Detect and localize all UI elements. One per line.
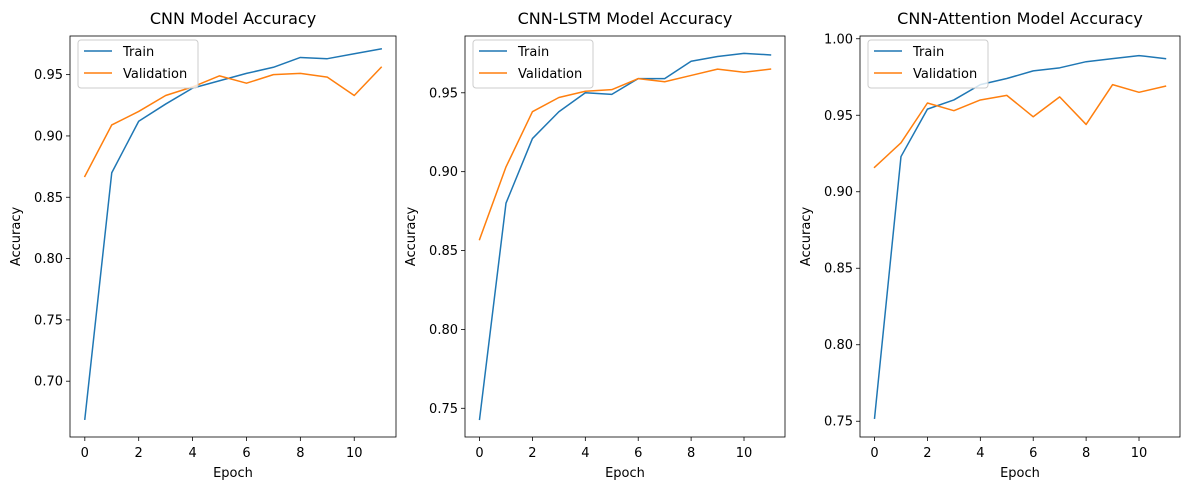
y-tick-label: 0.75 (34, 313, 63, 328)
x-tick-label: 0 (81, 446, 89, 461)
x-tick-label: 8 (687, 446, 695, 461)
y-tick-label: 0.95 (34, 68, 63, 83)
y-tick-label: 0.80 (34, 252, 63, 267)
legend-box (472, 39, 594, 89)
x-tick-label: 10 (1131, 446, 1148, 461)
y-tick-label: 0.90 (824, 185, 853, 200)
legend-label-validation: Validation (123, 67, 187, 82)
axes-frame (69, 35, 397, 438)
series-line-train (478, 52, 772, 421)
chart-title: CNN-Attention Model Accuracy (897, 9, 1143, 28)
y-tick-label: 0.90 (429, 165, 458, 180)
chart-title: CNN Model Accuracy (150, 9, 316, 28)
x-tick-label: 0 (475, 446, 483, 461)
y-tick-label: 0.80 (824, 338, 853, 353)
x-tick-label: 6 (1029, 446, 1037, 461)
legend-label-train: Train (517, 45, 549, 60)
y-axis-label: Accuracy (9, 207, 24, 267)
x-tick-label: 2 (528, 446, 536, 461)
series-line-validation (83, 66, 383, 178)
x-tick-label: 2 (923, 446, 931, 461)
x-tick-label: 10 (736, 446, 753, 461)
x-axis-label: Epoch (1000, 466, 1040, 481)
legend-box (77, 39, 199, 89)
y-tick-label: 0.80 (429, 323, 458, 338)
series-line-train (83, 48, 383, 421)
x-axis-label: Epoch (213, 466, 253, 481)
x-tick-label: 6 (634, 446, 642, 461)
x-tick-label: 8 (1082, 446, 1090, 461)
legend: Train Validation (472, 39, 594, 89)
x-axis-label: Epoch (605, 466, 645, 481)
chart-panel-3: 0 2 4 6 8 10 0.75 0.80 0.85 0.90 0.95 1.00 CNN-Atten… (799, 9, 1181, 481)
legend: Train Validation (77, 39, 199, 89)
x-tick-label: 4 (188, 446, 196, 461)
chart-panel-2: 0 2 4 6 8 10 0.75 0.80 0.85 0.90 0.95 CNN-LSTM Mode… (404, 9, 786, 481)
x-tick-label: 4 (581, 446, 589, 461)
y-tick-label: 0.85 (34, 191, 63, 206)
y-tick-label: 0.75 (429, 402, 458, 417)
legend-label-validation: Validation (518, 67, 582, 82)
series-line-train (873, 54, 1167, 420)
axes-frame (859, 35, 1181, 438)
legend-label-train: Train (912, 45, 944, 60)
legend-box (867, 39, 989, 89)
x-tick-label: 8 (296, 446, 304, 461)
axes-frame (464, 35, 786, 438)
series-line-validation (478, 68, 772, 241)
y-tick-label: 0.75 (824, 415, 853, 430)
x-tick-label: 6 (242, 446, 250, 461)
chart-panel-1: 0 2 4 6 8 10 0.70 0.75 0.80 0.85 0.90 0.95 CNN Model… (9, 9, 397, 481)
y-axis-label: Accuracy (404, 207, 419, 267)
y-tick-label: 0.95 (429, 86, 458, 101)
y-tick-label: 0.70 (34, 375, 63, 390)
x-tick-label: 10 (346, 446, 363, 461)
x-tick-label: 2 (135, 446, 143, 461)
chart-title: CNN-LSTM Model Accuracy (518, 9, 733, 28)
y-tick-label: 0.90 (34, 129, 63, 144)
x-tick-label: 0 (870, 446, 878, 461)
y-tick-label: 0.85 (429, 244, 458, 259)
legend-label-validation: Validation (913, 67, 977, 82)
x-tick-label: 4 (976, 446, 984, 461)
y-tick-label: 0.85 (824, 262, 853, 277)
series-line-validation (873, 83, 1167, 169)
y-axis-label: Accuracy (799, 207, 814, 267)
y-tick-label: 1.00 (824, 32, 853, 47)
legend-label-train: Train (122, 45, 154, 60)
legend: Train Validation (867, 39, 989, 89)
y-tick-label: 0.95 (824, 109, 853, 124)
